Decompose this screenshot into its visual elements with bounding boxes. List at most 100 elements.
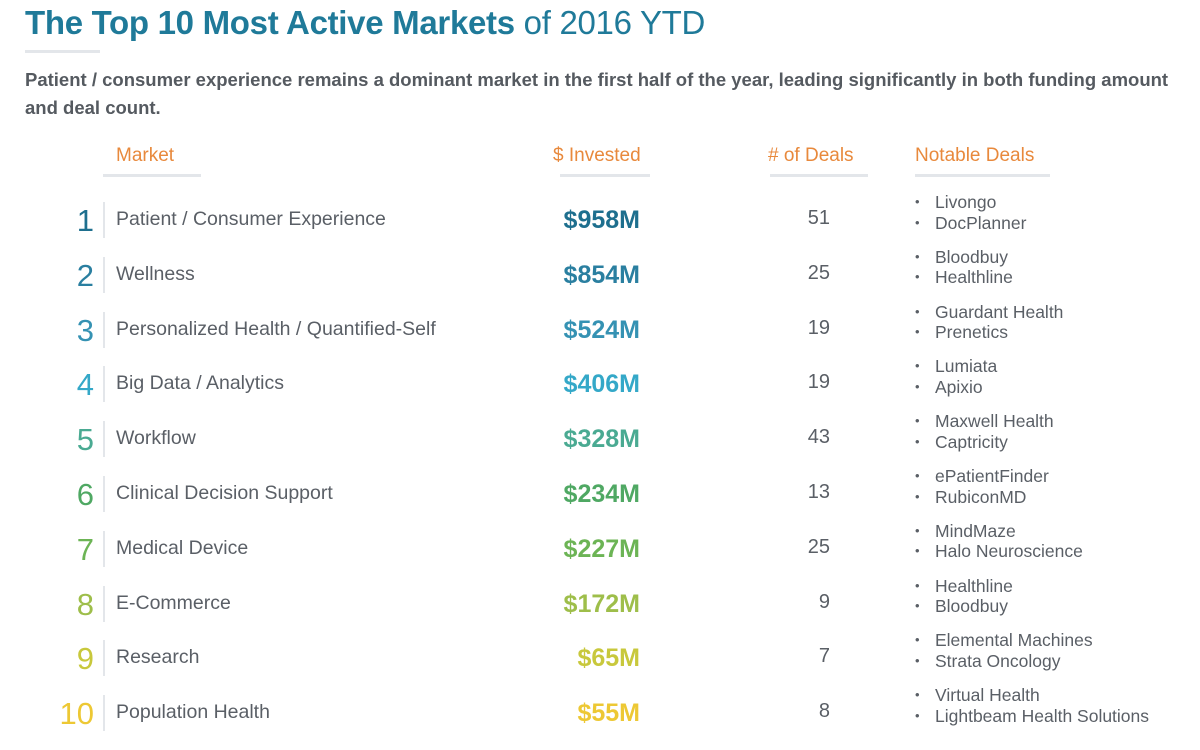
column-header-invested: $ Invested bbox=[553, 145, 641, 166]
notable-deal: DocPlanner bbox=[913, 213, 1026, 234]
rank-number: 9 bbox=[76, 641, 94, 677]
invested-amount: $172M bbox=[563, 589, 640, 618]
deal-count: 25 bbox=[807, 261, 830, 284]
market-name: Research bbox=[116, 646, 200, 669]
notable-deals-list: LivongoDocPlanner bbox=[913, 192, 1026, 233]
title-divider bbox=[25, 50, 100, 53]
table-row: 3 Personalized Health / Quantified-Self $5… bbox=[0, 302, 1200, 362]
table-row: 6 Clinical Decision Support $234M 13 ePatien… bbox=[0, 466, 1200, 526]
row-divider bbox=[103, 640, 105, 677]
notable-deal: Lumiata bbox=[913, 356, 997, 377]
row-divider bbox=[103, 421, 105, 458]
invested-amount: $65M bbox=[577, 644, 640, 673]
column-header-deals-rule bbox=[770, 174, 868, 177]
notable-deal: Elemental Machines bbox=[913, 630, 1093, 651]
invested-amount: $55M bbox=[577, 699, 640, 728]
market-name: Medical Device bbox=[116, 536, 249, 559]
market-name: Clinical Decision Support bbox=[116, 482, 333, 504]
notable-deals-list: Maxwell HealthCaptricity bbox=[913, 411, 1054, 452]
notable-deals-list: LumiataApixio bbox=[913, 356, 997, 397]
rank-number: 3 bbox=[76, 312, 94, 348]
notable-deal: Livongo bbox=[913, 192, 1026, 213]
notable-deal: ePatientFinder bbox=[913, 466, 1049, 487]
notable-deals-list: MindMazeHalo Neuroscience bbox=[913, 521, 1083, 562]
column-header-market: Market bbox=[116, 145, 175, 166]
rank-number: 6 bbox=[76, 477, 94, 512]
notable-deal: Lightbeam Health Solutions bbox=[913, 706, 1149, 727]
deal-count: 13 bbox=[807, 481, 830, 503]
notable-deal: Strata Oncology bbox=[913, 651, 1093, 672]
deal-count: 25 bbox=[807, 535, 830, 558]
notable-deals-list: HealthlineBloodbuy bbox=[913, 576, 1013, 617]
notable-deals-list: Guardant HealthPrenetics bbox=[913, 302, 1063, 343]
notable-deals-list: Elemental MachinesStrata Oncology bbox=[913, 630, 1093, 671]
row-divider bbox=[103, 256, 105, 293]
page-title-light: of 2016 YTD bbox=[514, 4, 706, 41]
deal-count: 8 bbox=[818, 700, 830, 723]
table-row: 5 Workflow $328M 43 Maxwell HealthCaptricity bbox=[0, 411, 1200, 471]
notable-deal: Healthline bbox=[913, 267, 1013, 288]
notable-deal: Guardant Health bbox=[913, 302, 1063, 323]
rank-number: 5 bbox=[76, 422, 94, 458]
notable-deal: MindMaze bbox=[913, 521, 1083, 542]
column-header-deals: # of Deals bbox=[768, 145, 854, 166]
column-header-invested-rule bbox=[560, 174, 650, 177]
notable-deals-list: ePatientFinderRubiconMD bbox=[913, 466, 1049, 507]
notable-deal: Virtual Health bbox=[913, 685, 1149, 706]
row-divider bbox=[103, 585, 105, 622]
market-name: Workflow bbox=[116, 427, 196, 450]
column-header-notable: Notable Deals bbox=[915, 145, 1035, 166]
deal-count: 19 bbox=[807, 316, 830, 339]
market-name: Personalized Health / Quantified-Self bbox=[116, 317, 436, 340]
column-header-market-rule bbox=[103, 174, 201, 177]
rank-number: 10 bbox=[59, 696, 94, 732]
invested-amount: $958M bbox=[563, 206, 640, 234]
row-divider bbox=[103, 530, 105, 567]
market-name: E-Commerce bbox=[116, 591, 231, 614]
market-name: Wellness bbox=[116, 262, 195, 285]
page-title: The Top 10 Most Active Markets of 2016 Y… bbox=[25, 4, 705, 42]
deal-count: 9 bbox=[818, 590, 830, 613]
deal-count: 7 bbox=[818, 645, 830, 668]
notable-deal: Maxwell Health bbox=[913, 411, 1054, 432]
rank-number: 7 bbox=[76, 531, 94, 567]
deal-count: 19 bbox=[807, 371, 830, 394]
notable-deal: RubiconMD bbox=[913, 487, 1049, 508]
table-row: 7 Medical Device $227M 25 MindMazeHalo Neuro… bbox=[0, 521, 1200, 581]
notable-deal: Bloodbuy bbox=[913, 247, 1013, 268]
rank-number: 1 bbox=[76, 203, 94, 238]
table-row: 8 E-Commerce $172M 9 HealthlineBloodbuy bbox=[0, 576, 1200, 636]
page-title-bold: The Top 10 Most Active Markets bbox=[25, 4, 515, 41]
notable-deal: Halo Neuroscience bbox=[913, 541, 1083, 562]
notable-deal: Healthline bbox=[913, 576, 1013, 597]
deal-count: 43 bbox=[807, 426, 830, 449]
notable-deals-list: BloodbuyHealthline bbox=[913, 247, 1013, 288]
row-divider bbox=[103, 311, 105, 348]
table-row: 10 Population Health $55M 8 Virtual HealthLi… bbox=[0, 685, 1200, 745]
deal-count: 51 bbox=[807, 207, 830, 229]
notable-deal: Captricity bbox=[913, 432, 1054, 453]
notable-deal: Prenetics bbox=[913, 322, 1063, 343]
invested-amount: $524M bbox=[563, 315, 640, 344]
row-divider bbox=[103, 476, 105, 512]
notable-deals-list: Virtual HealthLightbeam Health Solutions bbox=[913, 685, 1149, 726]
market-name: Big Data / Analytics bbox=[116, 372, 284, 395]
notable-deal: Apixio bbox=[913, 377, 997, 398]
rank-number: 8 bbox=[76, 586, 94, 622]
table-row: 1 Patient / Consumer Experience $958M 51 Liv… bbox=[0, 192, 1200, 252]
table-row: 9 Research $65M 7 Elemental MachinesStrata O… bbox=[0, 630, 1200, 690]
page-subtitle: Patient / consumer experience remains a … bbox=[25, 69, 1169, 118]
row-divider bbox=[103, 202, 105, 238]
invested-amount: $406M bbox=[563, 370, 640, 399]
rank-number: 2 bbox=[76, 257, 94, 293]
rank-number: 4 bbox=[76, 367, 94, 403]
table-row: 4 Big Data / Analytics $406M 19 LumiataApixi… bbox=[0, 356, 1200, 416]
row-divider bbox=[103, 695, 105, 732]
market-name: Population Health bbox=[116, 701, 270, 724]
notable-deal: Bloodbuy bbox=[913, 596, 1013, 617]
table-row: 2 Wellness $854M 25 BloodbuyHealthline bbox=[0, 247, 1200, 307]
row-divider bbox=[103, 366, 105, 403]
invested-amount: $854M bbox=[563, 260, 640, 289]
invested-amount: $328M bbox=[563, 425, 640, 454]
invested-amount: $234M bbox=[563, 480, 640, 508]
